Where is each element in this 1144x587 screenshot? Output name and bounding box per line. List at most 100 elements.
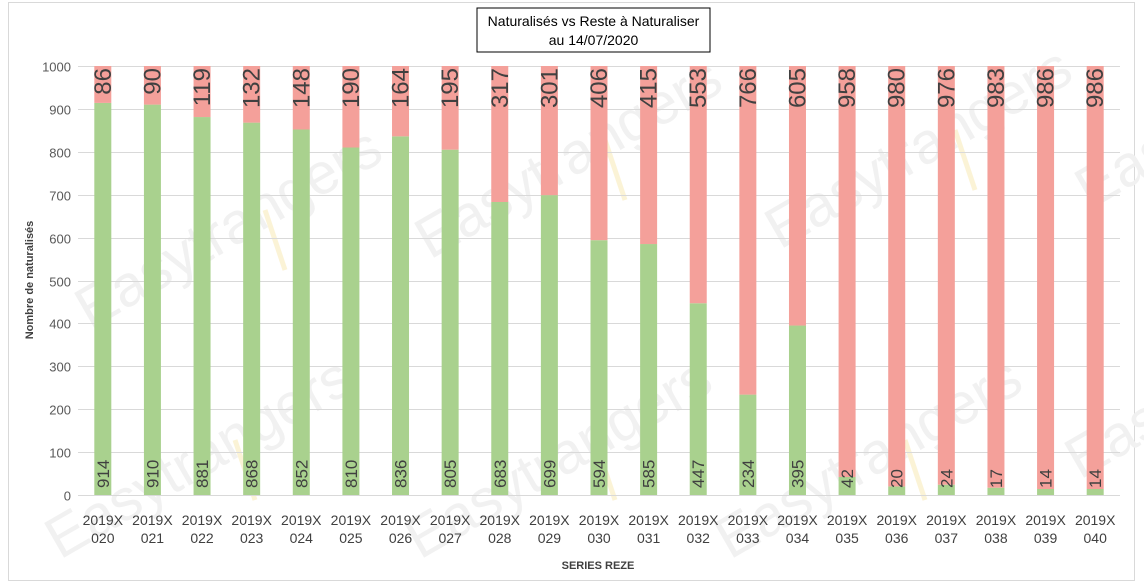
y-tick-label: 300: [49, 360, 71, 375]
y-tick-label: 700: [49, 189, 71, 204]
data-label-reste: 976: [933, 68, 960, 108]
data-label-reste: 317: [487, 68, 514, 108]
bar-segment-reste: [1037, 66, 1055, 489]
x-tick-label: 2019X: [1025, 512, 1066, 528]
bar-segment-reste: [193, 66, 211, 118]
x-tick-label: 2019X: [132, 512, 173, 528]
x-tick-label: 2019X: [926, 512, 967, 528]
x-tick-label: 029: [538, 530, 562, 546]
bar-segment-reste: [640, 66, 658, 245]
data-label-naturalises: 810: [342, 460, 361, 488]
data-labels: 914 86 910 90 881 119 868 132 852 148 810 190 836 164…: [90, 68, 1109, 488]
x-tick-label: 2019X: [777, 512, 818, 528]
data-label-reste: 986: [1033, 68, 1060, 108]
bar-segment-naturalises: [540, 195, 558, 495]
x-tick-label: 2019X: [1075, 512, 1116, 528]
x-tick-label: 2019X: [579, 512, 620, 528]
bar-segment-reste: [243, 66, 261, 123]
chart-title-line-1: Naturalisés vs Reste à Naturaliser: [488, 13, 700, 29]
bar-segment-naturalises: [1086, 488, 1104, 495]
chart-title-box: [476, 7, 711, 53]
x-axis-title: SERIES REZE: [562, 560, 635, 572]
x-tick-label: 040: [1084, 530, 1108, 546]
data-label-reste: 190: [338, 68, 365, 108]
x-tick-label: 2019X: [182, 512, 223, 528]
data-label-reste: 132: [239, 68, 266, 108]
data-label-reste: 983: [983, 68, 1010, 108]
bar-segment-reste: [739, 66, 757, 395]
bar-segment-reste: [937, 66, 955, 485]
x-tick-label: 035: [835, 530, 859, 546]
x-tick-label: 036: [885, 530, 909, 546]
x-tick-label: 2019X: [678, 512, 719, 528]
x-tick-label: 2019X: [827, 512, 868, 528]
data-label-reste: 119: [189, 68, 216, 106]
bar-segment-reste: [1086, 66, 1104, 489]
data-label-naturalises: 24: [937, 469, 956, 488]
x-tick-label: 2019X: [83, 512, 124, 528]
watermark-mark: [602, 139, 628, 201]
watermark-mark: [952, 129, 978, 191]
data-label-naturalises: 852: [292, 460, 311, 488]
x-tick-label: 030: [587, 530, 611, 546]
bar-segment-reste: [987, 66, 1005, 488]
x-tick-label: 032: [687, 530, 711, 546]
bar-segment-reste: [540, 66, 558, 196]
data-label-reste: 766: [735, 68, 762, 108]
bar-segment-naturalises: [788, 325, 806, 495]
data-label-naturalises: 447: [689, 460, 708, 488]
watermark-mark: [902, 439, 928, 501]
bar-segment-naturalises: [491, 201, 509, 496]
bar-segment-naturalises: [143, 104, 161, 496]
y-tick-label: 400: [49, 317, 71, 332]
data-label-reste: 164: [388, 68, 415, 108]
bar-segment-naturalises: [888, 486, 906, 495]
bar-segment-naturalises: [441, 149, 459, 495]
bar-segment-naturalises: [590, 240, 608, 495]
bar-segment-reste: [590, 66, 608, 241]
x-tick-label: 2019X: [876, 512, 917, 528]
y-tick-label: 100: [49, 446, 71, 461]
bar-segment-reste: [441, 66, 459, 150]
chart-title-line-2: au 14/07/2020: [549, 32, 639, 48]
data-label-reste: 415: [636, 68, 663, 108]
bar-segment-naturalises: [193, 117, 211, 496]
x-tick-label: 021: [141, 530, 165, 546]
x-tick-label: 026: [389, 530, 413, 546]
data-label-naturalises: 836: [392, 460, 411, 488]
bar-segment-naturalises: [342, 147, 360, 495]
y-tick-label: 1000: [42, 60, 71, 75]
data-label-naturalises: 868: [243, 460, 262, 488]
x-tick-label: 2019X: [628, 512, 669, 528]
x-tick-label: 2019X: [480, 512, 521, 528]
y-tick-label: 200: [49, 403, 71, 418]
x-tick-label: 2019X: [281, 512, 322, 528]
x-axis-ticks: 2019X 020 2019X 021 2019X 022 2019X 023 2019X 024…: [83, 512, 1117, 546]
y-tick-label: 900: [49, 103, 71, 118]
y-axis-ticks: 0 100 200 300 400 500 600 700 800 900 1000: [42, 60, 71, 504]
bar-segment-reste: [94, 66, 112, 103]
x-tick-label: 038: [984, 530, 1008, 546]
data-label-naturalises: 881: [193, 460, 212, 488]
bar-segment-reste: [689, 66, 707, 304]
x-tick-label: 2019X: [380, 512, 421, 528]
bar-segment-naturalises: [243, 122, 261, 496]
bar-segment-reste: [888, 66, 906, 487]
bar-segment-reste: [342, 66, 360, 148]
data-label-reste: 958: [834, 68, 861, 108]
bar-segment-naturalises: [640, 244, 658, 495]
data-label-reste: 195: [437, 68, 464, 108]
y-tick-label: 600: [49, 232, 71, 247]
x-tick-label: 037: [935, 530, 959, 546]
bar-segment-naturalises: [94, 102, 112, 496]
x-tick-label: 039: [1034, 530, 1058, 546]
data-label-naturalises: 594: [590, 460, 609, 488]
x-tick-label: 023: [240, 530, 264, 546]
x-tick-label: 022: [190, 530, 214, 546]
y-tick-label: 0: [64, 489, 71, 504]
watermark-mark: [262, 209, 288, 271]
data-label-naturalises: 14: [1086, 469, 1105, 488]
bar-segment-naturalises: [937, 484, 955, 495]
data-label-naturalises: 395: [788, 460, 807, 488]
